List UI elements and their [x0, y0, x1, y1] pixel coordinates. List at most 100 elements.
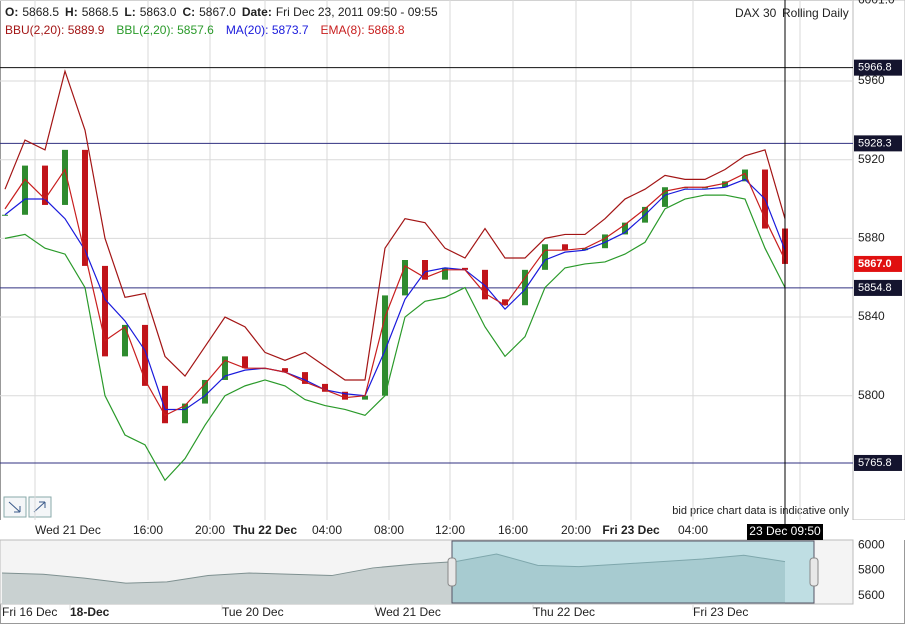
header-value: 5863.0 — [140, 5, 177, 19]
level-label: 5765.8 — [858, 457, 892, 469]
candle — [2, 214, 8, 216]
header-label: H: — [65, 5, 78, 19]
candle — [162, 385, 168, 424]
x-tick-label: 18-Dec — [70, 605, 110, 619]
candle — [42, 165, 48, 205]
arrow-icon — [33, 501, 46, 513]
x-tick-label: 08:00 — [374, 523, 404, 537]
level-label-box — [854, 59, 902, 76]
header-field: C: 5867.0 — [182, 5, 236, 19]
chart-subtitle: Rolling Daily — [782, 6, 849, 20]
y-tick-label: 5920 — [858, 152, 885, 166]
x-tick-label: 16:00 — [133, 523, 163, 537]
time-axis — [0, 520, 905, 540]
level-label: 5966.8 — [858, 62, 892, 74]
crosshair-label: 23 Dec 09:50 — [749, 524, 821, 538]
candle — [202, 379, 208, 404]
candle — [102, 265, 108, 357]
crosshair-label-box — [747, 524, 823, 540]
level-label-box — [854, 135, 902, 152]
candle — [22, 165, 28, 215]
candle — [622, 222, 628, 235]
candle — [242, 356, 248, 369]
y-tick-label: 5800 — [858, 388, 885, 402]
candle — [62, 149, 68, 205]
legend-entry: BBU(2,20): 5889.9 — [5, 23, 105, 37]
level-label: 5854.8 — [858, 282, 892, 294]
header-value: 5867.0 — [199, 5, 236, 19]
level-label-box — [854, 279, 902, 296]
x-tick-label: Fri 23 Dec — [602, 523, 660, 537]
candle — [562, 244, 568, 251]
y-tick-label: 6000 — [858, 537, 885, 551]
candle — [282, 368, 288, 373]
legend-entry: EMA(8): 5868.8 — [321, 23, 405, 37]
candle — [382, 295, 388, 396]
header-value: 5868.5 — [22, 5, 59, 19]
header-label: O: — [5, 5, 18, 19]
y-tick-label: 5880 — [858, 231, 885, 245]
candle — [302, 372, 308, 384]
candle — [342, 391, 348, 400]
candle — [322, 383, 328, 392]
candle — [602, 234, 608, 249]
last-price: 5867.0 — [858, 258, 892, 270]
indicator-line — [4, 69, 786, 381]
candle — [182, 403, 188, 424]
x-tick-label: 20:00 — [561, 523, 591, 537]
disclaimer: bid price chart data is indicative only — [672, 505, 849, 517]
candle — [502, 299, 508, 306]
candle — [142, 324, 148, 386]
header-label: C: — [182, 5, 195, 19]
legend-entry: MA(20): 5873.7 — [226, 23, 309, 37]
header-value: 5868.5 — [82, 5, 119, 19]
candle — [542, 244, 548, 270]
candle — [482, 269, 488, 300]
x-tick-label: 12:00 — [435, 523, 465, 537]
x-tick-label: Thu 22 Dec — [533, 605, 595, 619]
x-tick-label: Wed 21 Dec — [375, 605, 441, 619]
x-tick-label: 04:00 — [678, 523, 708, 537]
header-field: Date: Fri Dec 23, 2011 09:50 - 09:55 — [242, 5, 438, 19]
header-value: Fri Dec 23, 2011 09:50 - 09:55 — [276, 5, 438, 19]
candle — [82, 149, 88, 266]
level-label-box — [854, 454, 902, 471]
x-tick-label: 16:00 — [498, 523, 528, 537]
x-tick-label: Thu 22 Dec — [233, 523, 297, 537]
candle — [582, 248, 588, 251]
header-label: L: — [124, 5, 135, 19]
arrow-icon — [8, 501, 21, 513]
indicator-line — [4, 178, 786, 411]
candle — [722, 181, 728, 188]
candle — [442, 267, 448, 280]
candle — [402, 260, 408, 296]
candle — [362, 395, 368, 400]
x-tick-label: Fri 23 Dec — [693, 605, 748, 619]
x-tick-label: Wed 21 Dec — [35, 523, 101, 537]
navigator-handle[interactable] — [447, 557, 457, 587]
candle — [222, 356, 228, 380]
candle — [122, 324, 128, 357]
y-tick-label: 5960 — [858, 73, 885, 87]
header-field: L: 5863.0 — [124, 5, 176, 19]
header-field: H: 5868.5 — [65, 5, 119, 19]
level-label: 5928.3 — [858, 137, 892, 149]
x-tick-label: 20:00 — [195, 523, 225, 537]
navigator-handle[interactable] — [809, 557, 819, 587]
header-label: Date: — [242, 5, 272, 19]
y-tick-label: 5800 — [858, 563, 885, 577]
candle — [742, 169, 748, 182]
y-tick-label: 5600 — [858, 588, 885, 602]
last-price-box — [854, 255, 902, 272]
x-tick-label: Tue 20 Dec — [222, 605, 284, 619]
indicator-line — [4, 194, 786, 482]
candle — [422, 260, 428, 280]
candle — [662, 187, 668, 207]
navigator-selection — [451, 540, 815, 604]
candle — [462, 267, 468, 270]
navigator-line — [1, 553, 786, 584]
chart-title: DAX 30 — [735, 6, 777, 20]
header-field: O: 5868.5 — [5, 5, 59, 19]
x-tick-label: 04:00 — [312, 523, 342, 537]
